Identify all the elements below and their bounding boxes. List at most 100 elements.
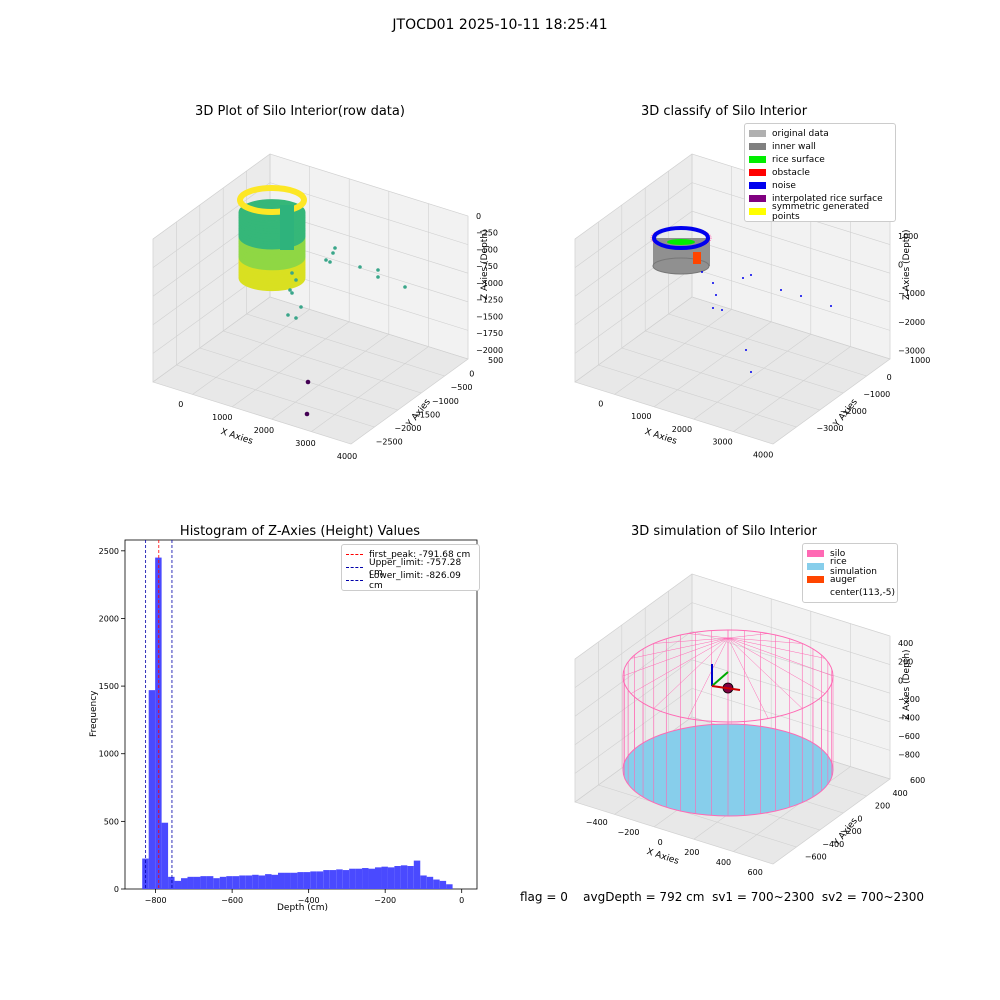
raw-x-tick: 0 (178, 400, 183, 409)
classify-noise-point (721, 309, 723, 311)
raw-z-axis-label: Z Axies (Depth) (480, 229, 490, 300)
simulation-roof-line (727, 637, 826, 659)
histogram-bar (142, 858, 149, 889)
raw-z-tick: −500 (476, 245, 498, 254)
cls-gridline (691, 239, 891, 303)
histogram-bar (290, 872, 298, 889)
classify-noise-point (715, 294, 717, 296)
sim-gridline (574, 630, 693, 717)
histogram-x-tick: −200 (374, 896, 396, 905)
classify-y-tick: −2000 (840, 407, 867, 416)
legend-swatch (749, 130, 766, 137)
raw-point (299, 305, 303, 309)
classify-plot-title: 3D classify of Silo Interior (640, 104, 808, 119)
classify-noise-point (745, 349, 747, 351)
simulation-model (622, 629, 834, 817)
avg-depth-text: avgDepth = 792 cm (583, 890, 705, 904)
histogram-bar (213, 878, 220, 889)
raw-gridline (152, 296, 271, 383)
cls-gridline (574, 296, 693, 383)
histogram-bar (316, 871, 324, 889)
cls-gridline (574, 153, 693, 240)
simulation-roof-line (630, 637, 729, 694)
raw-y-tick: −1500 (413, 410, 440, 419)
raw-y-tick: 0 (469, 370, 474, 379)
raw-gridline (223, 330, 422, 394)
classify-z-axis-label: Z Axies (Depth) (902, 229, 912, 300)
cls-axes-box (574, 153, 891, 445)
sim-gridline (574, 573, 693, 660)
histogram-bar (284, 872, 291, 889)
classify-noise-point (742, 277, 744, 279)
raw-gridline (269, 153, 469, 217)
histogram-bar (426, 876, 434, 889)
simulation-roof-line (727, 637, 803, 709)
legend-label: Upper_limit: -757.28 cm (369, 557, 462, 578)
histogram-bar (174, 880, 182, 889)
legend-swatch (807, 589, 824, 596)
histogram-y-tick: 1000 (99, 750, 119, 759)
legend-label: auger (830, 574, 857, 585)
cls-gridline (693, 333, 811, 420)
raw-point (376, 268, 380, 272)
raw-point-cloud (237, 185, 407, 417)
raw-point (294, 316, 298, 320)
legend-label: first_peak: -791.68 cm (369, 549, 471, 560)
raw-cluster (280, 205, 294, 250)
sim-gridline (691, 659, 891, 723)
legend-entry: rice surface (749, 153, 891, 166)
cls-gridline (621, 347, 820, 411)
raw-z-tick: 0 (476, 212, 481, 221)
simulation-x-tick: −200 (617, 828, 639, 837)
cls-gridline (654, 321, 772, 408)
classify-noise-point (712, 307, 714, 309)
histogram-bar (420, 875, 427, 889)
raw-point (305, 379, 311, 385)
raw-3d-plot: 010002000300040005000−500−1000−1500−2000… (152, 153, 503, 461)
histogram-bar (219, 876, 227, 889)
simulation-y-tick: −400 (822, 840, 844, 849)
histogram-y-tick: 0 (114, 885, 119, 894)
raw-gridline (152, 381, 352, 445)
classify-noise-point (780, 289, 782, 291)
sim-gridline (691, 573, 891, 637)
raw-x-tick: 2000 (254, 426, 274, 435)
sim-gridline (574, 659, 693, 746)
classify-point-cloud (650, 226, 832, 373)
raw-point (328, 260, 332, 264)
histogram-bar (258, 875, 266, 889)
raw-axes-box (152, 153, 469, 445)
raw-gridline (271, 333, 389, 420)
cls-gridline (574, 182, 693, 268)
simulation-x-tick: −400 (586, 818, 608, 827)
cls-gridline (733, 346, 851, 432)
histogram-y-tick: 1500 (99, 682, 119, 691)
legend-entry: interpolated rice surface (749, 192, 891, 205)
legend-label: original data (772, 128, 829, 139)
histogram-bar (193, 876, 201, 889)
histogram-bar (433, 879, 440, 889)
histogram-bar (336, 869, 343, 889)
simulation-roof-line (727, 633, 769, 639)
legend-swatch (749, 195, 766, 202)
legend-line (346, 554, 363, 555)
raw-z-tick: −1000 (476, 279, 503, 288)
histogram-bar (387, 867, 395, 889)
raw-point (358, 265, 362, 269)
simulation-y-tick: 0 (857, 814, 862, 823)
raw-gridline (246, 313, 445, 377)
classify-noise-point (701, 271, 703, 273)
histogram-bar (232, 876, 240, 889)
flag-text: flag = 0 (520, 890, 568, 904)
status-line: flag = 0 avgDepth = 792 cm sv1 = 700~230… (520, 890, 924, 904)
cls-gridline (574, 268, 693, 354)
raw-cylinder-top (237, 185, 307, 215)
raw-z-tick: −1750 (476, 329, 503, 338)
simulation-roof-line (653, 637, 729, 709)
legend-label: Lower_limit: -826.09 cm (369, 570, 461, 591)
histogram-bar (265, 874, 272, 889)
raw-gridline (176, 364, 375, 428)
histogram-frame (124, 539, 478, 890)
classify-noise-point (750, 274, 752, 276)
histogram-bar (168, 876, 175, 889)
